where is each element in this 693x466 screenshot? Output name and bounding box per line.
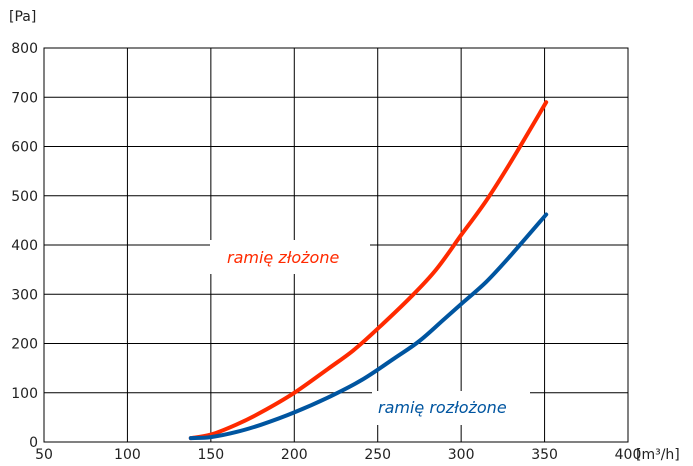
label-background-unfolded: [372, 391, 530, 425]
y-tick-label: 300: [11, 287, 38, 303]
series-lines: [188, 100, 549, 441]
y-tick-label: 400: [11, 238, 38, 254]
series-line-folded: [188, 100, 549, 441]
series-label-folded: ramię złożone: [227, 248, 339, 267]
x-tick-label: 350: [531, 447, 558, 463]
x-tick-label: 100: [114, 447, 141, 463]
y-tick-label: 0: [29, 435, 38, 451]
x-tick-label: 300: [448, 447, 475, 463]
x-tick-label: 200: [281, 447, 308, 463]
series-labels: ramię złożone ramię rozłożone: [210, 240, 530, 425]
x-tick-label: 400: [615, 447, 642, 463]
x-tick-label: 250: [364, 447, 391, 463]
x-axis-unit: [m³/h]: [636, 447, 680, 463]
x-tick-label: 50: [35, 447, 53, 463]
y-tick-label: 600: [11, 140, 38, 156]
series-label-unfolded: ramię rozłożone: [378, 398, 507, 417]
y-tick-label: 700: [11, 90, 38, 106]
y-tick-label: 100: [11, 386, 38, 402]
y-tick-label: 800: [11, 41, 38, 57]
tick-labels: 50 100 150 200 250 300 350 400 0 100 200 300 400 500 6…: [11, 41, 641, 463]
series-line-unfolded: [188, 212, 549, 441]
y-axis-unit: [Pa]: [9, 9, 36, 25]
grid: [43, 47, 629, 443]
y-tick-label: 200: [11, 337, 38, 353]
y-tick-label: 500: [11, 189, 38, 205]
x-tick-label: 150: [197, 447, 224, 463]
label-background-folded: [210, 240, 370, 274]
